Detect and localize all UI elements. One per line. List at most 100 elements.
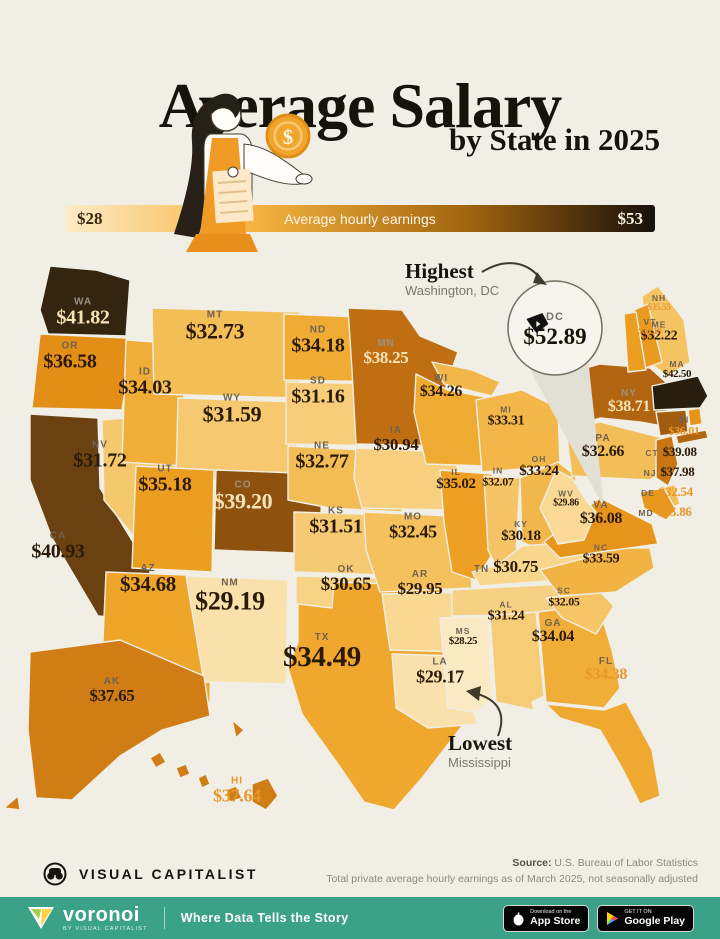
state-shape-HI <box>149 751 167 769</box>
voronoi-triangle-icon <box>28 907 54 929</box>
state-shape-AL <box>489 611 545 711</box>
state-label-NV: NV $31.72 <box>73 439 127 472</box>
voronoi-byline: BY VISUAL CAPITALIST <box>63 925 148 932</box>
source-label: Source: <box>512 857 552 869</box>
state-label-RI: RI $36.01 <box>668 414 700 438</box>
lowest-subtitle: Mississippi <box>448 755 511 771</box>
state-label-AR: AR $29.95 <box>397 569 443 599</box>
app-store-badge[interactable]: Download on the App Store <box>503 904 590 932</box>
state-label-TN: TN $30.75 <box>473 556 539 576</box>
methodology-note: Total private average hourly earnings as… <box>326 873 698 886</box>
extended-arm <box>243 143 307 185</box>
dc-shape-icon <box>526 313 549 333</box>
source-note: Source: U.S. Bureau of Labor Statistics … <box>326 855 698 888</box>
state-label-AL: AL $31.24 <box>487 599 525 624</box>
state-label-MO: MO $32.45 <box>389 511 437 542</box>
google-play-badge[interactable]: GET IT ON Google Play <box>597 904 694 932</box>
state-label-WV: WV $29.86 <box>553 488 579 509</box>
state-shape-AK <box>231 719 245 739</box>
state-shape-NM <box>185 575 289 685</box>
state-label-ME: ME $32.22 <box>640 319 678 344</box>
source-text: U.S. Bureau of Labor Statistics <box>554 857 698 869</box>
state-shape-MA <box>651 375 709 411</box>
state-label-CA: CA $40.93 <box>31 530 85 563</box>
voronoi-bar: voronoi BY VISUAL CAPITALIST Where Data … <box>0 897 720 939</box>
state-label-MS: MS $28.25 <box>448 626 478 647</box>
us-choropleth-map: DC $52.89 Highest Washington, DC Lowest … <box>0 250 720 835</box>
dc-abbr: DC <box>546 311 564 323</box>
state-label-OR: OR $36.58 <box>43 340 97 373</box>
state-label-VT: VT $35.18 <box>638 317 662 336</box>
state-label-MN: MN $38.25 <box>363 338 409 368</box>
state-label-CO: CO $39.20 <box>213 479 273 514</box>
state-shape-NC <box>539 547 655 597</box>
googleplay-line2: Google Play <box>624 914 685 927</box>
legend-bar: $28 Average hourly earnings $53 <box>65 205 655 232</box>
state-label-KY: KY $30.18 <box>501 519 541 544</box>
state-label-PA: PA $32.66 <box>581 432 625 460</box>
lowest-arrow <box>466 686 503 737</box>
state-shape-MI <box>475 389 561 473</box>
state-label-UT: UT $35.18 <box>138 463 192 496</box>
state-label-IN: IN $32.07 <box>482 465 514 489</box>
state-label-NH: NH $35.55 <box>647 293 671 312</box>
state-label-NE: NE $32.77 <box>295 440 349 473</box>
state-label-ID: ID $34.03 <box>118 366 172 399</box>
state-label-ND: ND $34.18 <box>291 324 345 357</box>
dc-callout-wedge <box>527 358 604 508</box>
state-shape-AK <box>27 639 211 801</box>
state-label-MI: MI $33.31 <box>487 404 525 429</box>
state-label-WA: WA $41.82 <box>56 296 110 329</box>
state-shape-WV <box>539 469 597 545</box>
state-labels-layer: DC $52.89 Highest Washington, DC Lowest … <box>0 250 720 835</box>
state-label-SC: SC $32.05 <box>548 585 580 609</box>
state-label-AK: AK $37.65 <box>89 676 135 706</box>
legend-caption: Average hourly earnings <box>284 210 436 227</box>
dc-callout-label: DC $52.89 <box>523 311 586 349</box>
state-label-WI: WI $34.26 <box>419 372 463 400</box>
state-label-MA: MA $42.50 <box>662 359 692 380</box>
state-label-VA: VA $36.08 <box>579 499 623 527</box>
map-svg <box>3 262 709 811</box>
legend-min: $28 <box>77 208 103 228</box>
state-shape-RI <box>687 407 703 427</box>
state-label-DE: DE $32.54 <box>641 483 693 499</box>
state-shape-CT <box>655 409 689 437</box>
state-label-TX: TX $34.49 <box>283 632 361 674</box>
voronoi-slogan: Where Data Tells the Story <box>180 911 349 925</box>
state-label-OH: OH $33.24 <box>519 454 559 479</box>
state-label-IA: IA $30.94 <box>373 425 419 455</box>
highest-subtitle: Washington, DC <box>405 283 500 299</box>
state-label-GA: GA $34.04 <box>531 617 575 645</box>
state-shape-AK <box>3 795 21 811</box>
state-label-WY: WY $31.59 <box>202 392 262 427</box>
state-shape-VT <box>623 311 647 373</box>
state-label-HI: HI $37.64 <box>213 775 261 806</box>
state-label-NY: NY $38.71 <box>607 387 651 415</box>
state-label-OK: OK $30.65 <box>320 564 372 596</box>
binoculars-logo-icon <box>43 862 67 886</box>
state-label-SD: SD $31.16 <box>291 375 345 408</box>
state-shape-HI <box>175 763 191 779</box>
visual-capitalist-brand: VISUAL CAPITALIST <box>40 862 258 886</box>
page-subtitle: by State in 2025 <box>449 122 660 157</box>
state-label-NC: NC $33.59 <box>582 542 620 567</box>
dc-callout-circle <box>507 280 603 376</box>
state-shape-NJ <box>655 435 679 487</box>
state-shape-FL <box>545 701 661 805</box>
voronoi-logo: voronoi BY VISUAL CAPITALIST <box>26 905 148 932</box>
state-label-LA: LA $29.17 <box>416 656 464 687</box>
highest-arrow <box>481 262 547 285</box>
state-label-NM: NM $29.19 <box>195 577 265 616</box>
legend-max: $53 <box>617 208 643 228</box>
state-label-IL: IL $35.02 <box>436 467 476 492</box>
appstore-line2: App Store <box>530 914 581 927</box>
brand-name: VISUAL CAPITALIST <box>79 866 258 882</box>
state-label-MT: MT $32.73 <box>185 309 245 344</box>
state-label-AZ: AZ $34.68 <box>120 563 176 597</box>
state-shape-MI <box>431 361 501 397</box>
state-label-FL: FL $34.38 <box>584 655 628 683</box>
state-shape-HI <box>225 785 243 803</box>
state-label-NJ: NJ $37.98 <box>643 463 695 479</box>
